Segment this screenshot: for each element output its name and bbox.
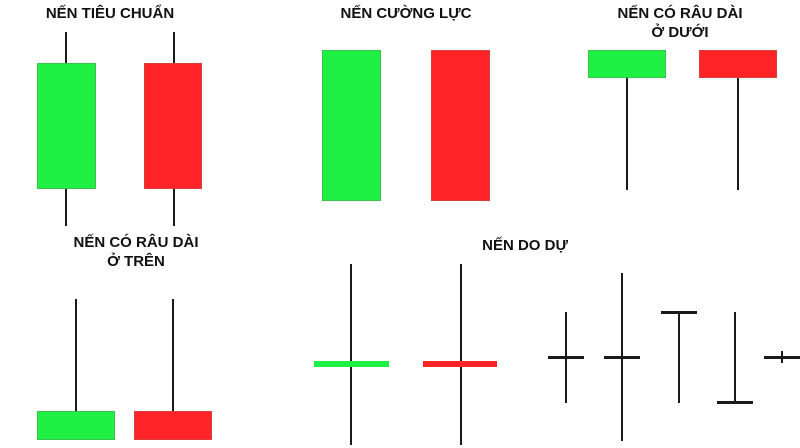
lower-wick: [173, 189, 175, 226]
lower-wick: [65, 189, 67, 226]
upper-wick: [75, 299, 77, 411]
doji-dragonfly-line: [678, 312, 680, 403]
bullish-shooting-star-candle: [37, 411, 115, 440]
title-indecision-candle: NẾN DO DỰ: [482, 237, 568, 254]
bearish-shooting-star-candle: [134, 411, 212, 440]
doji-long-legged-bar: [604, 356, 640, 359]
spinning-top-wick: [460, 264, 462, 445]
doji-gravestone-line: [734, 312, 736, 403]
title-standard-candle: NẾN TIÊU CHUẨN: [45, 5, 175, 22]
title-long-upper-shadow: NẾN CÓ RÂU DÀI Ở TRÊN: [46, 233, 226, 271]
doji-gravestone-bar: [717, 401, 753, 404]
bearish-hammer-candle: [699, 50, 777, 78]
upper-wick: [172, 299, 174, 411]
bearish-candle-standard: [144, 63, 202, 189]
lower-wick: [737, 78, 739, 190]
bullish-marubozu: [322, 50, 381, 201]
upper-wick: [65, 32, 67, 63]
upper-wick: [173, 32, 175, 63]
title-line-2: Ở DƯỚI: [651, 24, 709, 41]
doji-four-price-tick: [781, 351, 783, 363]
doji-standard-bar: [548, 356, 584, 359]
title-line-1: NẾN CÓ RÂU DÀI: [617, 5, 743, 22]
bullish-hammer-candle: [588, 50, 666, 78]
title-marubozu-candle: NẾN CƯỜNG LỰC: [340, 5, 472, 22]
bearish-spinning-top: [423, 361, 497, 367]
title-long-lower-shadow: NẾN CÓ RÂU DÀI Ở DƯỚI: [590, 4, 770, 42]
bearish-marubozu: [431, 50, 490, 201]
title-line-2: Ở TRÊN: [107, 253, 165, 270]
spinning-top-wick: [350, 264, 352, 445]
bullish-spinning-top: [314, 361, 389, 367]
title-line-1: NẾN CÓ RÂU DÀI: [73, 234, 199, 251]
lower-wick: [626, 78, 628, 190]
bullish-candle-standard: [37, 63, 96, 189]
